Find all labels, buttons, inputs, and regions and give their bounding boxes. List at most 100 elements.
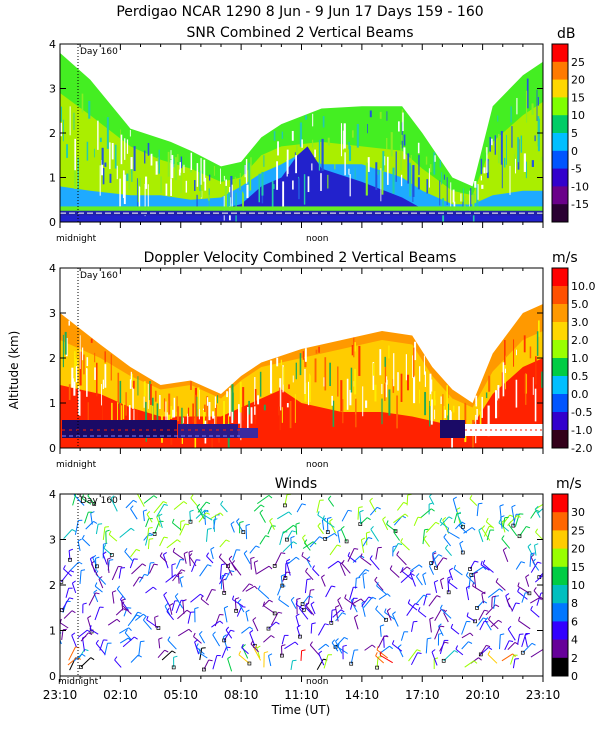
wind-barb — [252, 619, 259, 632]
wind-barb — [167, 639, 177, 650]
wind-barb — [487, 588, 500, 598]
wind-barb — [369, 558, 380, 571]
wind-barb — [321, 519, 325, 530]
wind-barb-flag — [77, 538, 82, 542]
wind-barb — [194, 641, 200, 655]
wind-barb-flag — [227, 656, 232, 660]
wind-barb — [195, 509, 206, 519]
calm-marker — [429, 561, 434, 565]
wind-barb — [378, 593, 388, 600]
wind-barb-flag — [94, 582, 98, 587]
wind-barb — [406, 494, 409, 506]
wind-barb-flag — [492, 595, 497, 598]
wind-barb-flag — [194, 607, 199, 610]
wind-barb-flag — [262, 601, 266, 606]
wind-barb-flag — [379, 651, 382, 656]
doppler-colorbar-label: 1.0 — [571, 352, 589, 365]
doppler-ytick-label: 4 — [49, 262, 56, 275]
wind-barb-flag — [225, 626, 230, 631]
wind-barb-flag — [142, 613, 147, 618]
wind-barb — [337, 599, 343, 610]
snr-colorbar-label: 20 — [571, 74, 585, 87]
wind-barb-flag — [89, 625, 92, 630]
wind-barb — [450, 627, 460, 635]
wind-barb — [529, 553, 532, 567]
wind-barb — [434, 625, 441, 640]
doppler-colorbar-label: 5.0 — [571, 298, 589, 311]
wind-barb-flag — [389, 645, 394, 650]
wind-barb — [517, 591, 528, 600]
wind-barb — [284, 563, 287, 579]
wind-barb-flag — [508, 640, 514, 642]
wind-barb — [440, 579, 444, 590]
wind-barb — [174, 596, 184, 609]
wind-barb — [107, 559, 110, 574]
snr-colorbar-swatch — [552, 133, 568, 152]
wind-barb-flag — [252, 617, 257, 621]
wind-barb-flag — [501, 535, 505, 540]
wind-barb — [282, 524, 294, 534]
wind-barb — [146, 528, 150, 540]
wind-barb — [209, 512, 221, 520]
y-axis-label: Altitude (km) — [7, 331, 21, 410]
wind-barb — [517, 634, 520, 645]
wind-barb-flag — [230, 570, 235, 573]
wind-barb — [267, 525, 273, 535]
wind-barb-flag — [103, 544, 107, 549]
wind-barb-flag — [206, 501, 211, 505]
wind-barb-flag — [87, 629, 91, 633]
wind-barb-flag — [221, 563, 226, 566]
wind-barb — [281, 635, 285, 645]
wind-barb — [131, 563, 143, 575]
calm-marker — [393, 529, 398, 533]
wind-barb — [392, 613, 399, 627]
winds-colorbar-label: 0 — [571, 670, 578, 683]
wind-barb — [309, 644, 321, 657]
wind-barb — [130, 508, 138, 520]
winds-ytick-label: 3 — [49, 534, 56, 547]
calm-marker — [461, 524, 465, 529]
wind-barb — [263, 635, 272, 643]
wind-barb-flag — [249, 629, 254, 634]
wind-barb-flag — [376, 582, 379, 587]
wind-barb — [138, 641, 141, 657]
wind-barb-flag — [200, 593, 204, 597]
wind-barb — [93, 592, 99, 603]
figure-title: Perdigao NCAR 1290 8 Jun - 9 Jun 17 Days… — [116, 4, 483, 20]
wind-barb-flag — [110, 495, 115, 499]
wind-barb-flag — [208, 659, 213, 662]
wind-barb-flag — [260, 504, 265, 508]
wind-barb — [190, 497, 198, 507]
wind-barb — [415, 594, 425, 605]
wind-barb — [114, 659, 122, 668]
wind-barb — [530, 561, 539, 573]
wind-barb-flag — [506, 597, 511, 602]
wind-barb-flag — [488, 525, 494, 528]
wind-barb-flag — [368, 537, 373, 540]
winds-colorbar-swatch — [552, 566, 568, 586]
wind-barb-flag — [193, 632, 196, 637]
wind-barb-flag — [196, 503, 201, 508]
winds-midnight-label: midnight — [58, 677, 99, 687]
winds-colorbar-label: 4 — [571, 634, 578, 647]
wind-barb — [253, 562, 257, 575]
calm-marker — [202, 667, 206, 672]
winds-xtick-label: 17:10 — [405, 688, 440, 702]
winds-colorbar-swatch — [552, 512, 568, 531]
wind-barb — [461, 621, 467, 635]
wind-barb-flag — [142, 616, 147, 621]
wind-barb-flag — [375, 605, 379, 610]
doppler-colorbar-swatch — [552, 340, 568, 359]
wind-barb-flag — [245, 523, 250, 526]
wind-barb-flag — [257, 585, 261, 590]
snr-day-marker-label: Day 160 — [80, 47, 118, 57]
wind-barb-flag — [122, 608, 127, 612]
wind-barb — [347, 548, 355, 562]
wind-barb-flag — [93, 520, 98, 524]
wind-barb-flag — [520, 561, 526, 564]
wind-barb-flag — [317, 511, 320, 516]
snr-colorbar-label: 25 — [571, 56, 585, 69]
wind-barb-flag — [133, 499, 138, 503]
wind-barb — [341, 563, 351, 574]
wind-barb — [329, 521, 337, 534]
